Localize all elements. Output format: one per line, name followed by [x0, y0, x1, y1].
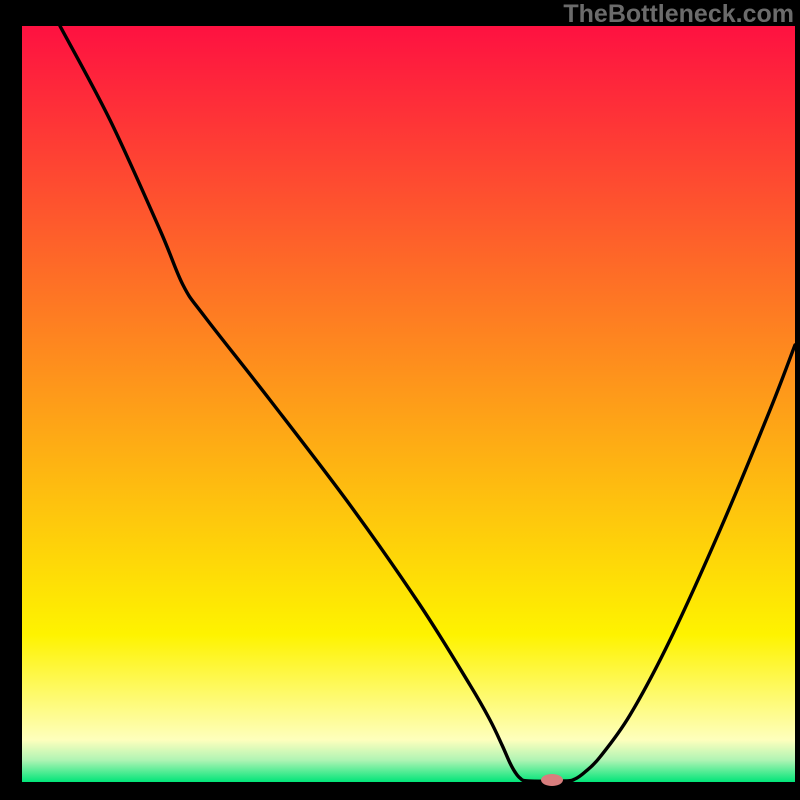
chart-container: TheBottleneck.com: [0, 0, 800, 800]
watermark-text: TheBottleneck.com: [563, 0, 794, 29]
optimal-marker: [541, 774, 563, 786]
bottleneck-chart: [0, 0, 800, 800]
